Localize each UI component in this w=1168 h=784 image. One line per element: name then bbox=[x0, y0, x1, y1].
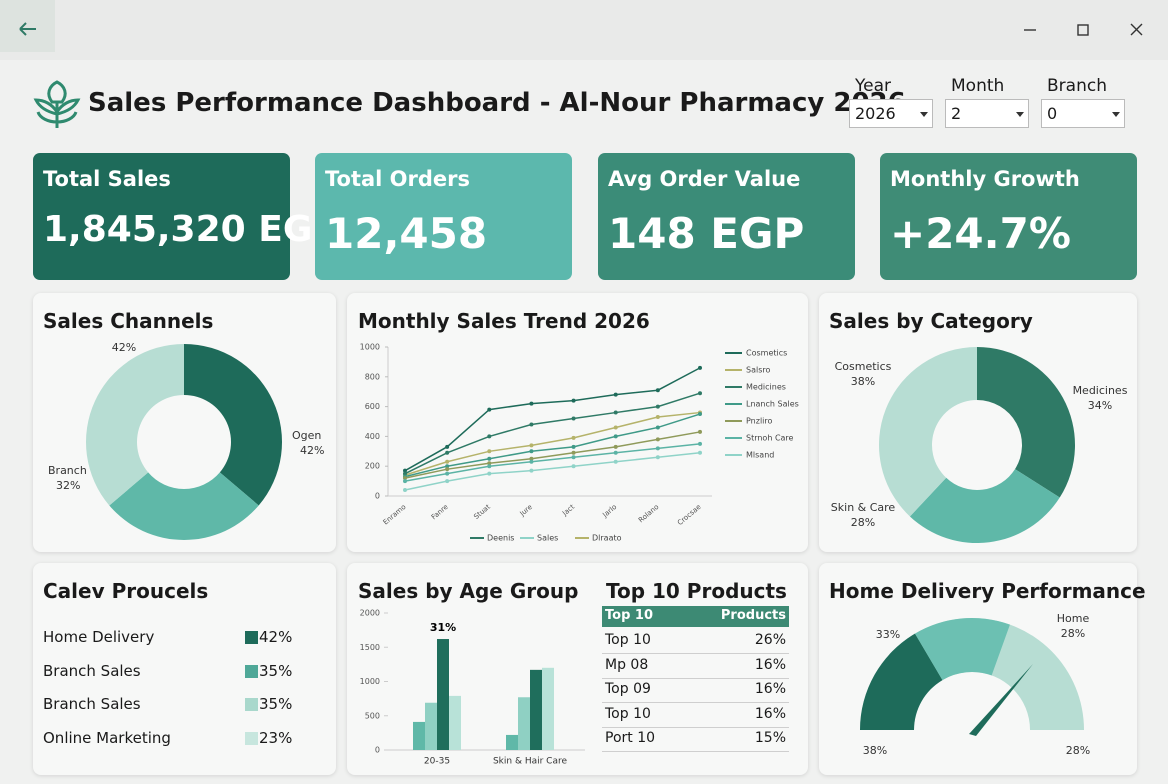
filter-label: Branch bbox=[1047, 76, 1107, 96]
filter-value: 2 bbox=[951, 104, 962, 123]
list-item-value: 35% bbox=[259, 695, 293, 714]
panel-title: Sales by Age Group bbox=[358, 579, 579, 603]
kpi-value: 1,845,320 EGP bbox=[43, 209, 339, 250]
list-item-swatch bbox=[245, 732, 258, 746]
list-item-name: Online Marketing bbox=[43, 729, 171, 748]
table-header-cell: Products bbox=[720, 608, 786, 623]
back-button[interactable] bbox=[0, 0, 55, 52]
table-header-cell: Top 10 bbox=[605, 608, 653, 623]
dropdown-caret bbox=[1016, 112, 1024, 117]
filter-select[interactable]: 2026 bbox=[849, 99, 933, 128]
filter-label: Month bbox=[951, 76, 1005, 96]
back-arrow bbox=[19, 22, 36, 36]
kpi-label: Total Sales bbox=[43, 167, 171, 191]
table-cell: Top 10 bbox=[605, 632, 651, 648]
table-header: Top 10 Products bbox=[602, 606, 789, 627]
list-item-value: 35% bbox=[259, 661, 293, 680]
table-cell: Top 09 bbox=[605, 681, 651, 697]
table-cell: Top 10 bbox=[605, 705, 651, 722]
list-item-value: 42% bbox=[259, 628, 293, 646]
dashboard-title: Sales Performance Dashboard - Al-Nour Ph… bbox=[88, 88, 906, 118]
table-cell: Port 10 bbox=[605, 730, 656, 746]
filter-select[interactable]: 0 bbox=[1041, 99, 1125, 128]
kpi-label: Monthly Growth bbox=[890, 167, 1080, 191]
list-item-swatch bbox=[245, 664, 258, 678]
kpi-value: 12,458 bbox=[325, 209, 488, 258]
table-row: Port 10 15% bbox=[602, 727, 789, 752]
panel-title: Sales Channels bbox=[43, 309, 214, 333]
window-icons bbox=[19, 22, 1143, 36]
title-bar bbox=[0, 0, 1168, 60]
table-cell: 26% bbox=[754, 632, 786, 648]
table-cell: 16% bbox=[754, 681, 786, 697]
table-cell: Mp 08 bbox=[605, 656, 649, 673]
logo bbox=[33, 80, 81, 128]
maximize-icon[interactable] bbox=[1077, 24, 1089, 36]
panel-title: Top 10 Products bbox=[606, 579, 787, 603]
list-item-value: 23% bbox=[259, 729, 293, 748]
table-cell: 16% bbox=[754, 705, 786, 722]
kpi-card: Total Sales 1,845,320 EGP bbox=[33, 153, 339, 280]
filter-select[interactable]: 2 bbox=[945, 99, 1029, 128]
table-cell: 16% bbox=[754, 656, 786, 673]
kpi-value: 148 EGP bbox=[608, 209, 805, 258]
kpi-card: Total Orders 12,458 bbox=[315, 153, 572, 280]
panel-title: Sales by Category bbox=[829, 309, 1033, 333]
kpi-value: +24.7% bbox=[890, 209, 1071, 258]
dropdown-caret bbox=[920, 112, 928, 117]
table-row: Mp 08 16% bbox=[602, 654, 789, 679]
panel-title: Home Delivery Performance bbox=[829, 579, 1146, 603]
kpi-label: Total Orders bbox=[325, 167, 471, 191]
filter-label: Year bbox=[855, 76, 891, 96]
table-row: Top 09 16% bbox=[602, 678, 789, 703]
kpi-card: Avg Order Value 148 EGP bbox=[598, 153, 855, 280]
list-item-swatch bbox=[245, 631, 258, 644]
panel-title: Monthly Sales Trend 2026 bbox=[358, 309, 650, 333]
table-row: Top 10 26% bbox=[602, 629, 789, 654]
kpi-card: Monthly Growth +24.7% bbox=[880, 153, 1137, 280]
filter-value: 0 bbox=[1047, 104, 1058, 123]
panel bbox=[33, 563, 336, 775]
kpi-label: Avg Order Value bbox=[608, 167, 801, 191]
table-cell: 15% bbox=[754, 730, 786, 746]
dropdown-caret bbox=[1112, 112, 1120, 117]
close-icon[interactable] bbox=[1130, 23, 1143, 36]
list-item-name: Branch Sales bbox=[43, 661, 141, 680]
list-item-swatch bbox=[245, 698, 258, 712]
list-item-name: Branch Sales bbox=[43, 695, 141, 714]
table-row: Top 10 16% bbox=[602, 703, 789, 728]
list-item-name: Home Delivery bbox=[43, 628, 155, 646]
panel-title: Calev Proucels bbox=[43, 579, 209, 603]
filter-value: 2026 bbox=[855, 104, 896, 123]
